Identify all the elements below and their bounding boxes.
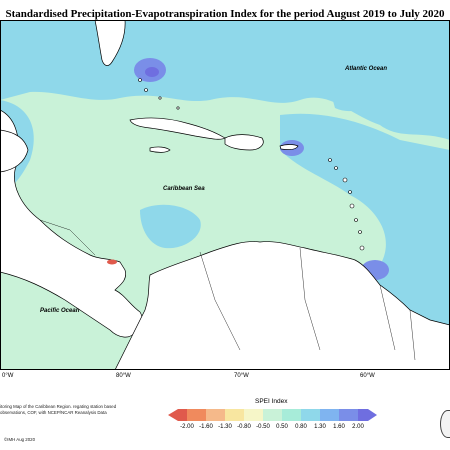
lon-label-60w: 60°W: [360, 373, 375, 379]
legend-swatch-3: [225, 409, 244, 421]
extreme-wet-zones: [145, 67, 159, 77]
footnote: itoring Map of the Caribbean Region. reg…: [0, 404, 117, 415]
legend-tick: 0.50: [276, 424, 288, 430]
legend-tick: 1.60: [333, 424, 345, 430]
legend-swatch-7: [301, 409, 320, 421]
map-title: Standardised Precipitation-Evapotranspir…: [5, 8, 445, 20]
legend-swatch-5: [263, 409, 282, 421]
lon-label-90w: 0°W: [2, 373, 14, 379]
legend-tick: -1.30: [218, 424, 232, 430]
copyright: ©IMH Aug 2020: [4, 437, 36, 442]
label-atlantic: Atlantic Ocean: [344, 66, 387, 72]
lon-label-80w: 80°W: [116, 373, 131, 379]
borders: [39, 219, 416, 361]
legend-tick: -2.00: [180, 424, 194, 430]
legend-swatch-9: [339, 409, 358, 421]
spei-map: Atlantic Ocean Caribbean Sea Pacific Oce…: [0, 20, 450, 370]
legend-tick: -0.80: [237, 424, 251, 430]
lon-label-70w: 70°W: [234, 373, 249, 379]
legend-tick: 0.80: [295, 424, 307, 430]
legend-swatch-6: [282, 409, 301, 421]
dry-spot: [107, 259, 117, 265]
legend-tick: -0.50: [256, 424, 270, 430]
lesser-antilles: [138, 78, 365, 251]
legend-swatch-1: [187, 409, 206, 421]
label-pacific: Pacific Ocean: [40, 308, 80, 314]
legend-swatch-4: [244, 409, 263, 421]
legend-colorbar: [168, 409, 377, 421]
label-caribbean: Caribbean Sea: [163, 186, 205, 192]
legend-swatch-10: [358, 409, 377, 421]
organization-logo: [440, 410, 450, 438]
legend-tick: 1.30: [314, 424, 326, 430]
land: [0, 20, 450, 370]
legend-swatch-8: [320, 409, 339, 421]
legend-tick: 2.00: [352, 424, 364, 430]
legend-swatch-0: [168, 409, 187, 421]
legend-tick: -1.60: [199, 424, 213, 430]
legend-title: SPEI Index: [255, 398, 288, 405]
legend-swatch-2: [206, 409, 225, 421]
